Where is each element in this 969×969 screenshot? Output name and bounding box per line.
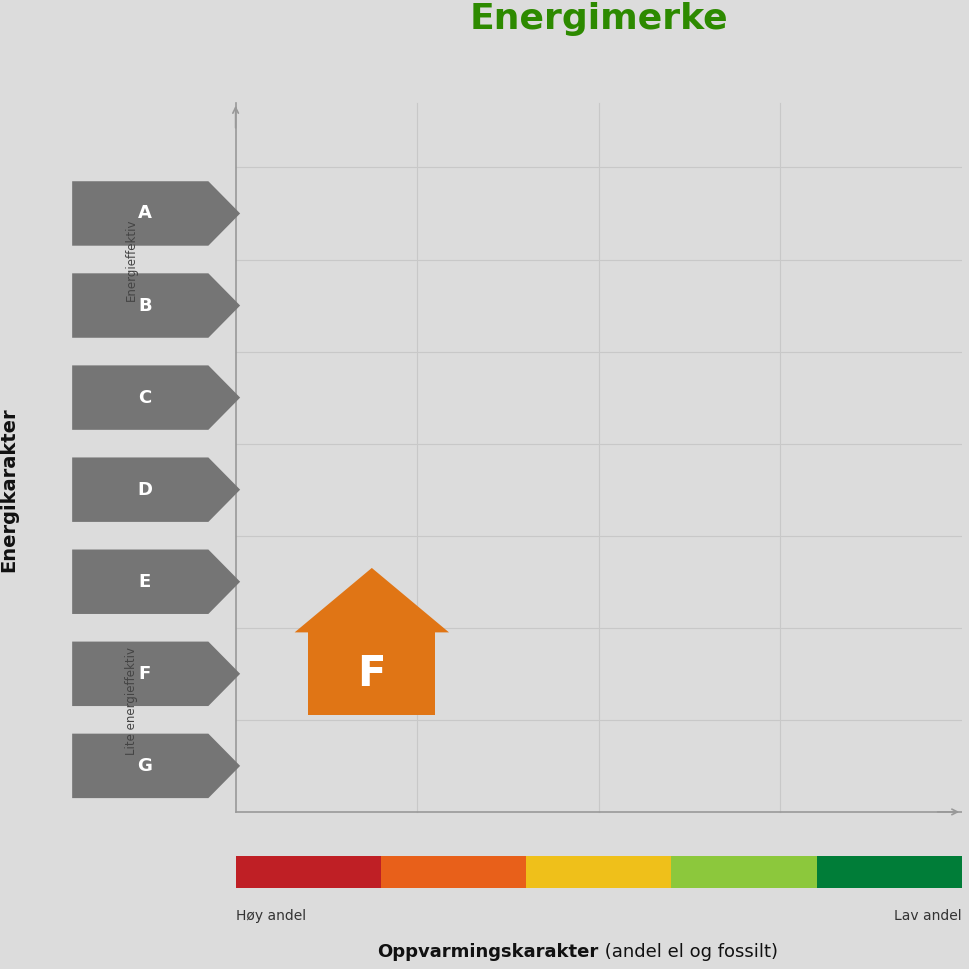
Text: Lite energieffektiv: Lite energieffektiv	[125, 647, 138, 756]
Text: F: F	[139, 665, 151, 683]
Polygon shape	[72, 549, 240, 614]
Polygon shape	[72, 273, 240, 338]
Polygon shape	[72, 641, 240, 706]
Polygon shape	[308, 633, 435, 715]
Text: Høy andel: Høy andel	[235, 909, 306, 922]
Polygon shape	[72, 365, 240, 430]
Text: B: B	[138, 297, 151, 315]
Text: Energikarakter: Energikarakter	[0, 407, 18, 572]
Polygon shape	[295, 568, 449, 633]
Text: F: F	[358, 653, 386, 695]
Text: D: D	[138, 481, 152, 499]
Text: Energieffektiv: Energieffektiv	[125, 218, 138, 300]
Bar	[817, 856, 962, 888]
Text: E: E	[139, 573, 151, 591]
Polygon shape	[72, 734, 240, 798]
Text: Oppvarmingskarakter: Oppvarmingskarakter	[378, 943, 599, 960]
Bar	[672, 856, 817, 888]
Text: Energimerke: Energimerke	[470, 2, 728, 36]
Text: A: A	[138, 204, 152, 223]
Bar	[526, 856, 672, 888]
Text: Lav andel: Lav andel	[894, 909, 962, 922]
Bar	[381, 856, 526, 888]
Text: G: G	[138, 757, 152, 775]
Text: C: C	[139, 389, 151, 407]
Bar	[235, 856, 381, 888]
Polygon shape	[72, 181, 240, 246]
Polygon shape	[72, 457, 240, 522]
Text: (andel el og fossilt): (andel el og fossilt)	[599, 943, 778, 960]
